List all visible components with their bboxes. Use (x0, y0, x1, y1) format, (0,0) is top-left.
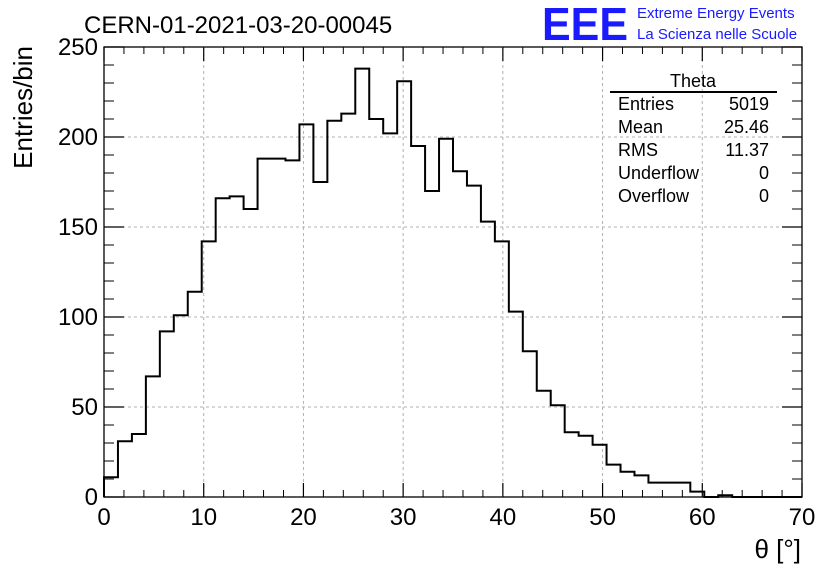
stats-row-label: Mean (618, 117, 663, 137)
stats-row-value: 0 (759, 186, 769, 206)
stats-row-label: Entries (618, 94, 674, 114)
histogram-bin (634, 475, 648, 497)
histogram-bin (272, 159, 286, 497)
stats-row-label: Underflow (618, 163, 700, 183)
histogram-bin (648, 483, 662, 497)
x-tick-label: 20 (290, 504, 317, 531)
y-tick-label: 250 (58, 34, 98, 61)
histogram-bin (160, 331, 174, 497)
plot-frame (103, 46, 803, 498)
histogram-bin (299, 124, 313, 497)
eee-logo-mark: EEE (542, 0, 628, 50)
y-tick-label: 0 (85, 484, 98, 511)
x-tick-label: 30 (390, 504, 417, 531)
x-tick-label: 40 (490, 504, 517, 531)
axis-ticks (103, 46, 803, 498)
histogram-bin (607, 465, 621, 497)
histogram-bin (327, 121, 341, 497)
histogram-bin (397, 81, 411, 497)
eee-logo-line1: Extreme Energy Events (637, 5, 795, 22)
chart-title: CERN-01-2021-03-20-00045 (84, 12, 392, 39)
histogram-bin (439, 139, 453, 497)
y-tick-labels: 0 50 100 150 200 250 (58, 34, 98, 511)
histogram-bin (509, 312, 523, 497)
eee-logo: EEE Extreme Energy Events La Scienza nel… (542, 0, 797, 50)
histogram-bin (341, 114, 355, 497)
x-tick-label: 10 (190, 504, 217, 531)
histogram-bin (230, 196, 244, 497)
histogram-bin (579, 436, 593, 497)
stats-row-value: 25.46 (724, 117, 769, 137)
stats-row-label: RMS (618, 140, 658, 160)
stats-box-rows: Entries 5019 Mean 25.46 RMS 11.37 Underflow 0 Ov… (618, 94, 769, 206)
x-tick-label: 60 (689, 504, 716, 531)
y-axis-label: Entries/bin (8, 46, 38, 169)
histogram-bin (369, 119, 383, 497)
grid-lines (104, 47, 802, 497)
histogram-bin (523, 351, 537, 497)
stats-box: Theta Entries 5019 Mean 25.46 RMS 11.37 Underf… (610, 71, 777, 206)
histogram-bin (202, 241, 216, 497)
histogram-bin (104, 477, 118, 497)
eee-logo-line2: La Scienza nelle Scuole (637, 26, 797, 43)
histogram-bin (593, 445, 607, 497)
x-tick-label: 0 (97, 504, 110, 531)
histogram-bin (662, 483, 676, 497)
histogram-bin (188, 292, 202, 497)
histogram-bin (411, 146, 425, 497)
x-axis-label: θ [°] (754, 534, 801, 564)
x-tick-label: 50 (589, 504, 616, 531)
histogram-bin (565, 432, 579, 497)
histogram-bin (174, 315, 188, 497)
histogram-bin (244, 209, 258, 497)
histogram-bin (467, 186, 481, 497)
y-tick-label: 50 (71, 394, 98, 421)
histogram-bin (383, 133, 397, 497)
stats-row-label: Overflow (618, 186, 690, 206)
stats-row-value: 0 (759, 163, 769, 183)
histogram-bin (453, 171, 467, 497)
histogram-bin (118, 441, 132, 497)
stats-row-value: 11.37 (725, 140, 769, 160)
histogram-bin (551, 405, 565, 497)
histogram-bin (495, 241, 509, 497)
histogram-bin (216, 198, 230, 497)
stats-row-value: 5019 (729, 94, 769, 114)
stats-box-title: Theta (670, 71, 717, 91)
histogram-bin (146, 376, 160, 497)
histogram-bin (313, 182, 327, 497)
x-tick-labels: 0 10 20 30 40 50 60 70 (97, 504, 815, 531)
histogram-bin (285, 160, 299, 497)
x-tick-label: 70 (789, 504, 816, 531)
histogram-bin (676, 483, 690, 497)
histogram-bin (132, 434, 146, 497)
histogram-bin (425, 191, 439, 497)
y-tick-label: 150 (58, 214, 98, 241)
y-tick-label: 200 (58, 124, 98, 151)
histogram-bin (481, 222, 495, 497)
histogram-outline (103, 67, 802, 498)
histogram-bin (258, 159, 272, 497)
histogram-bin (355, 69, 369, 497)
y-tick-label: 100 (58, 304, 98, 331)
